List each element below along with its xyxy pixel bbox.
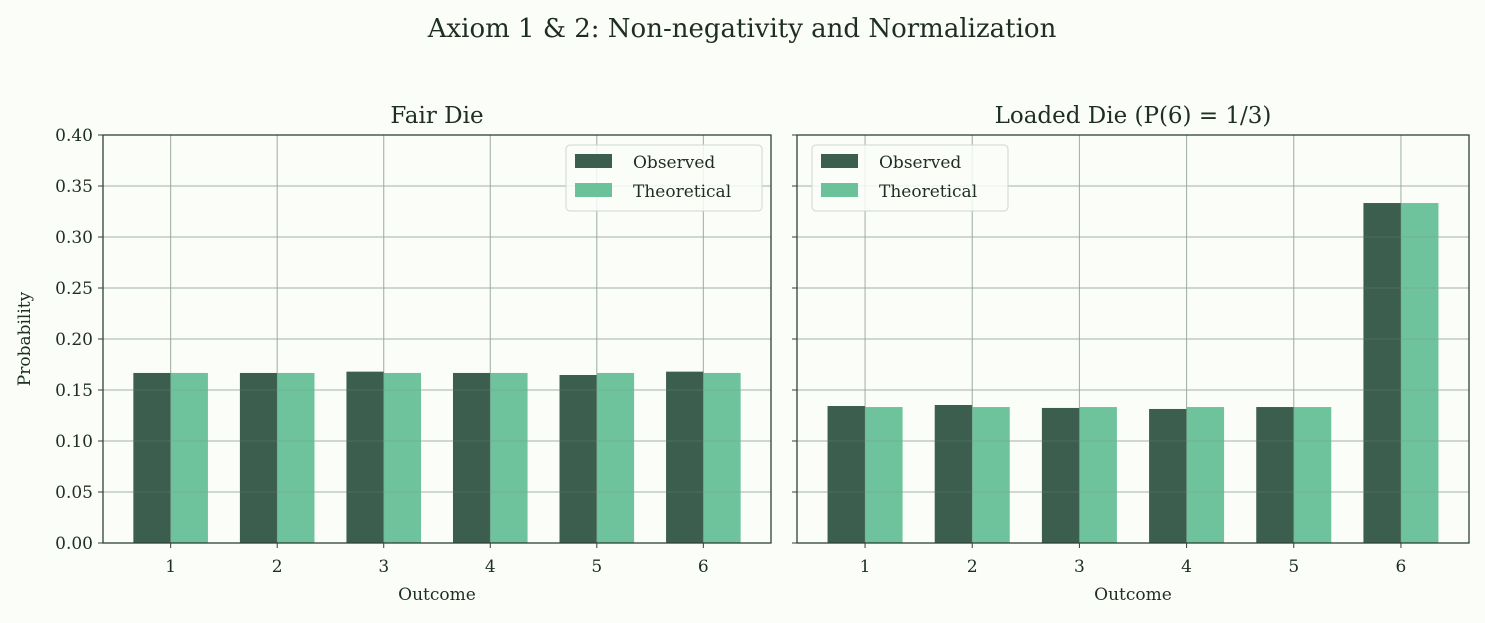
bar-observed-4 (452, 372, 491, 543)
legend-box (565, 144, 763, 212)
legend-swatch-observed (575, 154, 612, 168)
y-tick-label: 0.15 (55, 381, 93, 401)
bar-theoretical-4 (490, 372, 528, 543)
legend-box (811, 144, 1009, 212)
x-tick-label: 5 (1288, 557, 1299, 577)
bar-observed-6 (666, 371, 704, 543)
figure-title: Axiom 1 & 2: Non-negativity and Normaliz… (427, 14, 1057, 44)
axes-frame (796, 134, 1470, 544)
y-tick-label: 0.05 (55, 483, 93, 503)
x-tick-label: 6 (1396, 557, 1407, 577)
axes-frame (102, 134, 772, 544)
y-tick-label: 0.35 (55, 177, 93, 197)
legend-swatch-observed (821, 154, 858, 168)
bar-observed-3 (346, 371, 384, 543)
legend: Observed Theoretical (811, 144, 1009, 212)
x-tick-label: 4 (485, 557, 496, 577)
x-tick-label: 6 (698, 557, 709, 577)
bar-theoretical-5 (1293, 407, 1332, 543)
x-tick-label: 1 (860, 557, 871, 577)
x-tick-label: 3 (378, 557, 389, 577)
bar-theoretical-5 (596, 372, 635, 543)
legend-label-observed: Observed (879, 153, 961, 173)
x-tick-label: 3 (1074, 557, 1085, 577)
bar-observed-2 (239, 372, 278, 543)
y-tick-label: 0.10 (55, 432, 93, 452)
bar-observed-5 (559, 375, 597, 543)
subplot-2: 1 2 3 4 5 6 Loaded Die (P(6) = 1/3) Outcome Obse… (792, 103, 1470, 605)
x-tick-label: 5 (591, 557, 602, 577)
x-axis-label: Outcome (398, 585, 476, 605)
bar-observed-3 (1041, 407, 1080, 543)
x-tick-label: 1 (165, 557, 176, 577)
y-tick-label: 0.30 (55, 228, 93, 248)
subplot-1: 0.00 0.05 0.10 0.15 0.20 0.25 0.30 0.35 0.40 1 2 3 4… (15, 103, 772, 605)
y-tick-label: 0.00 (55, 534, 93, 554)
subplot-title: Fair Die (390, 103, 483, 129)
legend: Observed Theoretical (565, 144, 763, 212)
bar-theoretical-1 (170, 372, 208, 543)
y-axis-label: Probability (15, 291, 35, 386)
legend-label-theoretical: Theoretical (879, 182, 977, 202)
bar-theoretical-6 (703, 372, 741, 543)
bar-observed-1 (827, 406, 866, 543)
bar-observed-2 (934, 404, 973, 543)
bar-theoretical-1 (865, 407, 903, 543)
x-tick-label: 2 (967, 557, 978, 577)
bar-observed-1 (133, 372, 171, 543)
bar-observed-4 (1149, 408, 1187, 543)
x-tick-label: 4 (1181, 557, 1192, 577)
subplot-title: Loaded Die (P(6) = 1/3) (995, 103, 1272, 129)
y-tick-label: 0.20 (55, 330, 93, 350)
legend-label-observed: Observed (633, 153, 715, 173)
bar-observed-6 (1363, 203, 1401, 543)
legend-label-theoretical: Theoretical (633, 182, 731, 202)
y-tick-label: 0.25 (55, 279, 93, 299)
y-tick-label: 0.40 (55, 126, 93, 146)
bar-theoretical-3 (1079, 407, 1117, 543)
bar-observed-5 (1256, 407, 1294, 543)
bar-theoretical-3 (383, 372, 422, 543)
bar-theoretical-4 (1186, 407, 1225, 543)
x-tick-label: 2 (272, 557, 283, 577)
bar-theoretical-6 (1400, 203, 1439, 543)
bar-theoretical-2 (972, 407, 1010, 543)
x-axis-label: Outcome (1094, 585, 1172, 605)
bar-theoretical-2 (277, 372, 315, 543)
legend-swatch-theoretical (575, 183, 612, 197)
legend-swatch-theoretical (821, 183, 858, 197)
